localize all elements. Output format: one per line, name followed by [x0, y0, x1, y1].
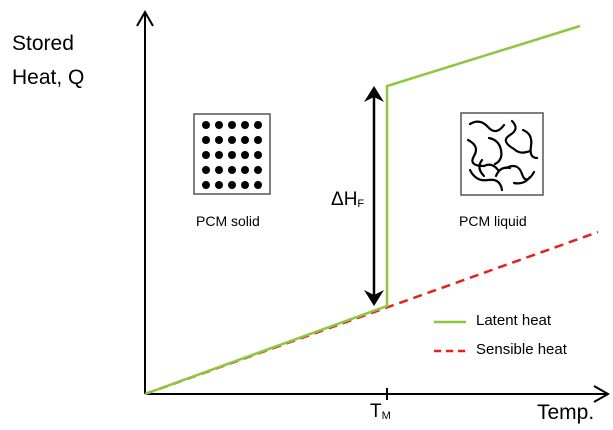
pcm-liquid-label: PCM liquid [459, 213, 527, 229]
legend-latent-label: Latent heat [476, 312, 552, 329]
latent-heat-line [144, 24, 581, 396]
x-axis-arrowhead [593, 385, 611, 403]
lattice-dots-icon [193, 113, 271, 195]
x-axis-label: Temp. [537, 401, 595, 424]
enthalpy-label: ΔHF [331, 189, 365, 210]
melting-point-label: TM [370, 401, 391, 422]
y-axis-label-line2: Heat, Q [12, 66, 85, 89]
y-axis-arrowhead [136, 9, 154, 27]
tangled-chains-icon [460, 112, 544, 196]
pcm-solid-label: PCM solid [196, 213, 260, 229]
enthalpy-arrow-top-head [364, 86, 384, 102]
y-axis-label-line1: Stored [12, 32, 74, 55]
enthalpy-arrow-bottom-head [364, 290, 384, 306]
legend-sensible-label: Sensible heat [476, 341, 567, 358]
